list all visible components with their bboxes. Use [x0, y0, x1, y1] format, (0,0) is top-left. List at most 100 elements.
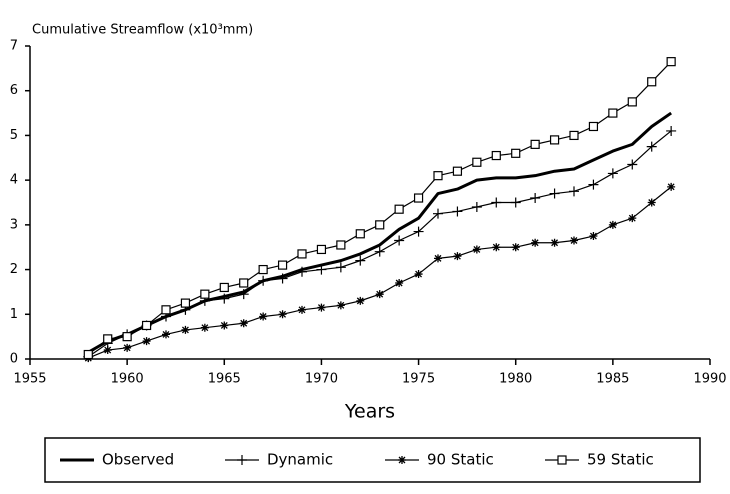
y-tick-label: 4	[10, 173, 18, 188]
data-point	[238, 289, 249, 300]
legend-marker	[237, 455, 247, 465]
data-point	[259, 312, 268, 321]
y-tick-label: 1	[10, 307, 18, 322]
x-tick-label: 1955	[13, 372, 46, 387]
data-point	[453, 252, 462, 261]
data-point	[297, 266, 307, 277]
data-point	[628, 214, 637, 223]
x-axis-label: Years	[344, 401, 395, 423]
data-point	[433, 171, 443, 181]
data-point	[588, 179, 599, 190]
data-point	[142, 337, 151, 346]
data-point	[356, 296, 365, 305]
data-point	[239, 278, 249, 288]
data-point	[434, 254, 442, 263]
data-point	[395, 278, 404, 287]
data-point	[414, 270, 423, 279]
data-point	[103, 334, 113, 344]
data-point	[161, 305, 171, 315]
data-point	[375, 290, 384, 299]
data-point	[355, 229, 365, 239]
data-point	[569, 130, 579, 141]
data-point	[647, 77, 657, 87]
data-point	[627, 159, 638, 170]
series-line	[88, 186, 672, 359]
data-point	[277, 273, 288, 284]
legend-label: 59 Static	[587, 451, 654, 469]
legend-marker	[398, 456, 406, 464]
y-tick-label: 2	[10, 262, 18, 277]
data-point	[511, 243, 520, 252]
x-tick-label: 1970	[305, 372, 338, 387]
data-point	[666, 57, 676, 67]
data-point	[298, 305, 306, 314]
data-point	[316, 264, 327, 275]
data-point	[491, 150, 501, 161]
data-point	[530, 139, 540, 149]
data-point	[316, 244, 327, 255]
y-tick-label: 6	[10, 83, 18, 98]
data-point	[374, 246, 385, 257]
data-point	[569, 186, 579, 197]
data-point	[491, 197, 502, 208]
y-tick-label: 7	[10, 39, 18, 54]
y-tick-label: 5	[10, 128, 18, 143]
legend-box	[44, 437, 701, 483]
series-line	[87, 61, 672, 355]
legend-label: Dynamic	[267, 451, 333, 469]
data-point	[549, 135, 560, 145]
data-point	[666, 125, 677, 136]
data-point	[413, 226, 424, 237]
data-point	[608, 108, 618, 118]
data-point	[355, 255, 366, 266]
legend-marker	[557, 455, 567, 465]
data-point	[200, 323, 209, 332]
data-point	[452, 206, 463, 217]
data-point	[471, 201, 482, 212]
data-point	[336, 240, 346, 250]
data-point	[258, 275, 269, 286]
x-tick-label: 1965	[208, 372, 241, 387]
data-point	[180, 298, 191, 308]
x-tick-label: 1960	[111, 372, 144, 387]
data-point	[141, 320, 152, 331]
x-tick-label: 1980	[499, 372, 532, 387]
data-point	[103, 346, 112, 355]
data-point	[433, 208, 443, 219]
data-point	[317, 303, 326, 312]
data-point	[336, 301, 345, 310]
data-point	[472, 245, 481, 254]
data-point	[297, 249, 307, 259]
data-point	[492, 243, 501, 252]
data-point	[511, 148, 521, 158]
data-point	[278, 310, 287, 319]
data-point	[181, 325, 190, 334]
data-point	[277, 260, 288, 270]
data-point	[239, 319, 248, 328]
data-point	[219, 293, 230, 304]
data-point	[258, 264, 268, 275]
data-point	[335, 262, 346, 273]
data-point	[122, 332, 132, 342]
data-point	[375, 220, 385, 230]
data-point	[162, 330, 170, 339]
data-point	[530, 193, 541, 204]
data-point	[510, 197, 521, 208]
data-point	[627, 97, 637, 107]
data-point	[452, 166, 463, 176]
series-line	[87, 111, 672, 354]
data-point	[550, 238, 559, 247]
data-point	[647, 198, 656, 207]
data-point	[200, 289, 210, 299]
data-point	[589, 232, 598, 241]
data-point	[608, 220, 617, 229]
data-point	[472, 157, 482, 167]
data-point	[570, 236, 578, 245]
x-tick-label: 1990	[693, 372, 726, 387]
data-point	[220, 321, 229, 330]
data-point	[531, 238, 540, 247]
data-point	[394, 235, 405, 246]
y-tick-label: 3	[10, 217, 18, 232]
data-point	[607, 168, 618, 179]
